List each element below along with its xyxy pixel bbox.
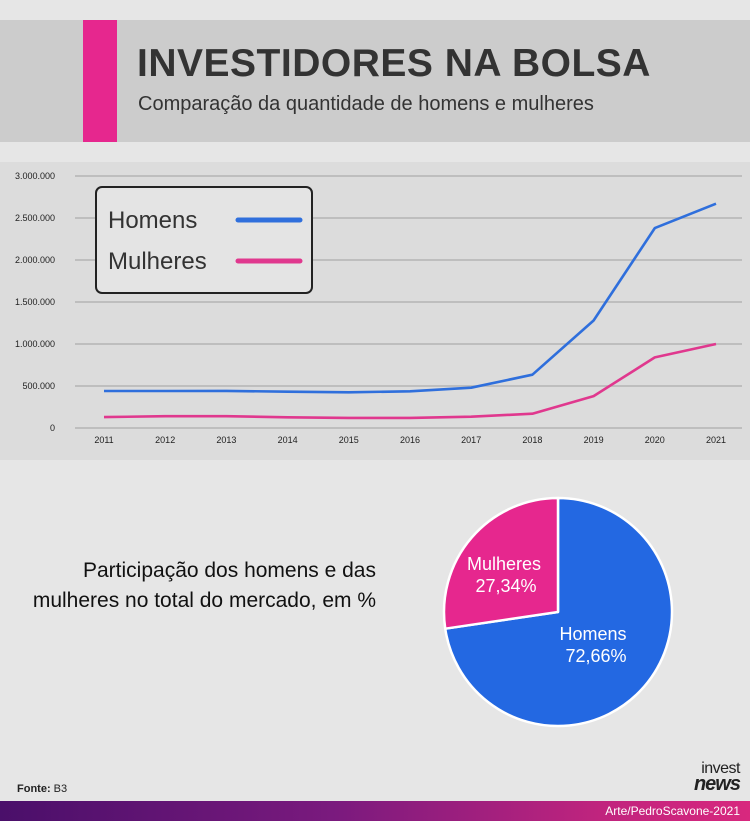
source-value: B3 (53, 783, 68, 795)
x-tick-label: 2011 (94, 435, 113, 445)
pie-label-mulheres: Mulheres (467, 554, 541, 574)
x-tick-label: 2016 (400, 435, 420, 445)
legend-label-mulheres: Mulheres (108, 248, 207, 275)
logo-text-bottom: news (693, 773, 741, 795)
page-title: INVESTIDORES NA BOLSA (137, 42, 651, 85)
series-line-mulheres (103, 342, 717, 420)
pie-caption: Participação dos homens e das mulheres n… (32, 559, 376, 612)
y-tick-label: 3.000.000 (15, 171, 55, 181)
investnews-logo: invest news (672, 760, 744, 795)
line-chart: 0 500.000 1.000.000 1.500.000 2.000.000 2.500… (0, 162, 750, 460)
footer-credit: Arte/PedroScavone-2021 (605, 804, 740, 818)
header-band (0, 20, 750, 142)
page-subtitle: Comparação da quantidade de homens e mul… (138, 93, 594, 115)
footer-bar: Arte/PedroScavone-2021 (0, 801, 750, 821)
x-tick-label: 2014 (278, 435, 298, 445)
x-tick-label: 2013 (216, 435, 236, 445)
pie-chart: Homens 72,66% Mulheres 27,34% (436, 490, 680, 734)
series-line-homens (104, 202, 717, 394)
legend-box (95, 186, 313, 294)
x-tick-label: 2017 (461, 435, 481, 445)
x-tick-label: 2021 (706, 435, 726, 445)
line-chart-svg: 0 500.000 1.000.000 1.500.000 2.000.000 2.500… (15, 171, 742, 445)
x-tick-label: 2018 (522, 435, 542, 445)
x-tick-label: 2015 (339, 435, 359, 445)
source-note: Fonte: B3 (17, 783, 67, 795)
pie-value-homens: 72,66% (565, 646, 626, 666)
y-tick-label: 1.000.000 (15, 339, 55, 349)
pie-slice-mulheres (442, 496, 560, 630)
x-tick-label: 2012 (155, 435, 175, 445)
x-tick-label: 2019 (584, 435, 604, 445)
y-tick-label: 500.000 (22, 381, 55, 391)
pie-label-homens: Homens (559, 624, 626, 644)
y-tick-label: 2.500.000 (15, 213, 55, 223)
legend-label-homens: Homens (108, 207, 197, 234)
header-accent-bar (83, 20, 117, 142)
y-tick-label: 1.500.000 (15, 297, 55, 307)
source-label: Fonte: (17, 783, 51, 795)
logo-text-top: invest (701, 760, 740, 777)
y-tick-label: 0 (50, 423, 55, 433)
y-tick-label: 2.000.000 (15, 255, 55, 265)
pie-value-mulheres: 27,34% (475, 576, 536, 596)
x-tick-label: 2020 (645, 435, 665, 445)
